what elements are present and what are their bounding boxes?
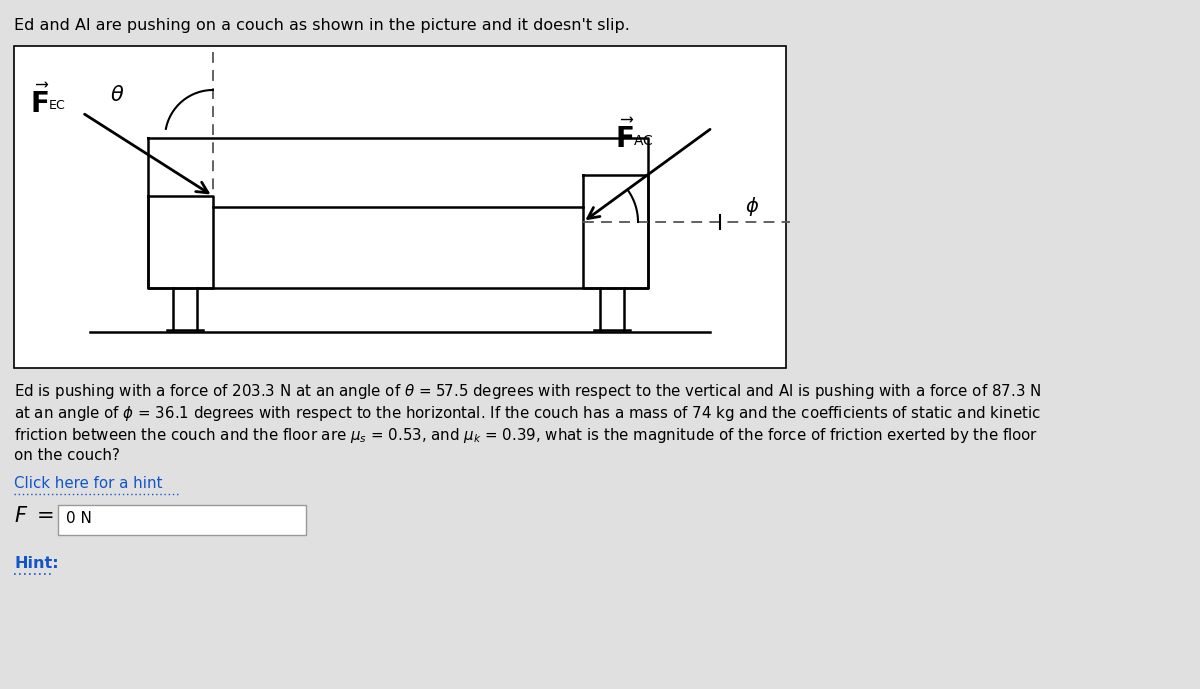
Text: Ed is pushing with a force of 203.3 N at an angle of $\theta$ = 57.5 degrees wit: Ed is pushing with a force of 203.3 N at… xyxy=(14,382,1042,401)
Text: $\theta$: $\theta$ xyxy=(110,85,125,105)
Text: $\mathrm{EC}$: $\mathrm{EC}$ xyxy=(48,99,66,112)
Text: Hint:: Hint: xyxy=(14,556,59,571)
Text: at an angle of $\phi$ = 36.1 degrees with respect to the horizontal. If the couc: at an angle of $\phi$ = 36.1 degrees wit… xyxy=(14,404,1040,423)
FancyBboxPatch shape xyxy=(58,505,306,535)
Text: $\phi$: $\phi$ xyxy=(745,195,760,218)
FancyBboxPatch shape xyxy=(14,46,786,368)
Text: 0 N: 0 N xyxy=(66,511,92,526)
Text: Ed and Al are pushing on a couch as shown in the picture and it doesn't slip.: Ed and Al are pushing on a couch as show… xyxy=(14,18,630,33)
Text: $F\ =$: $F\ =$ xyxy=(14,506,54,526)
Text: friction between the couch and the floor are $\mu_s$ = 0.53, and $\mu_k$ = 0.39,: friction between the couch and the floor… xyxy=(14,426,1038,445)
Text: $\mathrm{AC}$: $\mathrm{AC}$ xyxy=(634,134,654,148)
Text: $\vec{\mathbf{F}}$: $\vec{\mathbf{F}}$ xyxy=(30,85,50,119)
Text: $\vec{\mathbf{F}}$: $\vec{\mathbf{F}}$ xyxy=(616,120,635,154)
Text: on the couch?: on the couch? xyxy=(14,448,120,463)
Text: Click here for a hint: Click here for a hint xyxy=(14,476,162,491)
